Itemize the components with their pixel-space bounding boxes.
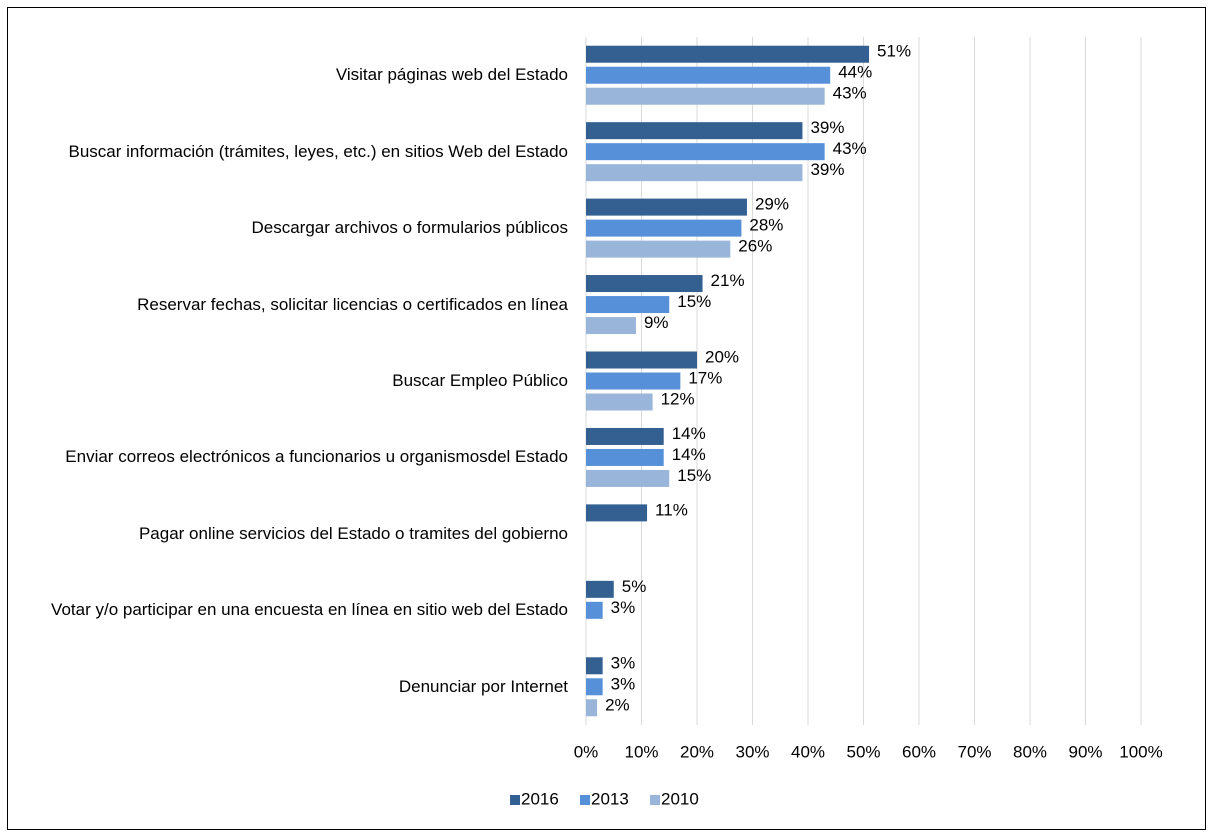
bar	[586, 601, 603, 619]
data-label: 51%	[877, 42, 911, 61]
legend-swatch	[580, 795, 590, 805]
y-tick-label: Buscar Empleo Público	[28, 370, 568, 392]
data-label: 43%	[833, 139, 867, 158]
data-label: 21%	[711, 271, 745, 290]
data-label: 29%	[755, 195, 789, 214]
data-label: 5%	[622, 577, 647, 596]
bar	[586, 580, 614, 598]
bar	[586, 427, 664, 445]
x-tick-label: 20%	[680, 742, 714, 761]
data-label: 15%	[677, 292, 711, 311]
bar	[586, 122, 803, 140]
x-tick-label: 90%	[1068, 742, 1102, 761]
legend-swatch	[650, 795, 660, 805]
frame	[7, 7, 1206, 830]
data-label: 39%	[810, 160, 844, 179]
data-label: 3%	[611, 653, 636, 672]
data-label: 11%	[655, 500, 688, 519]
data-label: 3%	[611, 674, 636, 693]
data-label: 2%	[605, 695, 630, 714]
category-text: Enviar correos electrónicos a funcionari…	[65, 447, 568, 467]
y-tick-label: Reservar fechas, solicitar licencias o c…	[28, 294, 568, 316]
x-tick-label: 10%	[624, 742, 658, 761]
category-text: Pagar online servicios del Estado o tram…	[138, 523, 568, 543]
y-tick-label: Enviar correos electrónicos a funcionari…	[28, 446, 568, 468]
bar	[586, 143, 825, 161]
y-tick-label: Visitar páginas web del Estado	[28, 64, 568, 86]
bar	[586, 678, 603, 696]
y-tick-label: Pagar online servicios del Estado o tram…	[28, 523, 568, 545]
x-tick-label: 100%	[1119, 742, 1162, 761]
y-tick-label: Buscar información (trámites, leyes, etc…	[28, 141, 569, 163]
bar	[586, 66, 831, 84]
bar	[586, 296, 670, 314]
x-tick-label: 80%	[1013, 742, 1047, 761]
x-tick-label: 50%	[846, 742, 880, 761]
category-text: Buscar información (trámites, leyes, etc…	[68, 141, 569, 161]
bar	[586, 372, 681, 390]
bar	[586, 87, 825, 105]
bar	[586, 469, 670, 487]
data-label: 26%	[738, 237, 772, 256]
bar	[586, 351, 697, 369]
data-label: 17%	[688, 368, 722, 387]
bar	[586, 164, 803, 182]
legend-label: 2016	[521, 789, 559, 808]
data-label: 28%	[749, 216, 783, 235]
data-label: 44%	[838, 63, 872, 82]
x-tick-label: 70%	[957, 742, 991, 761]
x-tick-label: 30%	[735, 742, 769, 761]
category-text: Votar y/o participar en una encuesta en …	[51, 600, 568, 620]
bar	[586, 240, 731, 258]
data-label: 39%	[810, 118, 844, 137]
legend-label: 2013	[591, 789, 629, 808]
data-label: 43%	[833, 84, 867, 103]
category-text: Visitar páginas web del Estado	[335, 65, 568, 85]
bar	[586, 504, 648, 522]
bar	[586, 219, 742, 237]
bar	[586, 198, 747, 216]
x-tick-label: 0%	[574, 742, 599, 761]
category-text: Buscar Empleo Público	[392, 371, 568, 390]
bar	[586, 699, 598, 717]
category-text: Reservar fechas, solicitar licencias o c…	[137, 294, 568, 314]
x-tick-label: 60%	[902, 742, 936, 761]
y-tick-label: Descargar archivos o formularios público…	[28, 217, 568, 239]
y-tick-label: Denunciar por Internet	[28, 676, 568, 698]
data-label: 14%	[672, 424, 706, 443]
category-text: Descargar archivos o formularios público…	[251, 218, 568, 238]
data-label: 15%	[677, 466, 711, 485]
data-label: 9%	[644, 313, 669, 332]
data-label: 14%	[672, 445, 706, 464]
bar	[586, 45, 870, 63]
bar	[586, 393, 653, 411]
bar	[586, 657, 603, 675]
category-text: Denunciar por Internet	[398, 676, 568, 696]
data-label: 12%	[661, 389, 695, 408]
legend-swatch	[510, 795, 520, 805]
bar	[586, 317, 636, 335]
bar	[586, 448, 664, 466]
data-label: 20%	[705, 347, 739, 366]
y-tick-label: Votar y/o participar en una encuesta en …	[28, 599, 568, 621]
bar	[586, 275, 703, 293]
legend-label: 2010	[661, 789, 699, 808]
data-label: 3%	[611, 598, 636, 617]
x-tick-label: 40%	[791, 742, 825, 761]
